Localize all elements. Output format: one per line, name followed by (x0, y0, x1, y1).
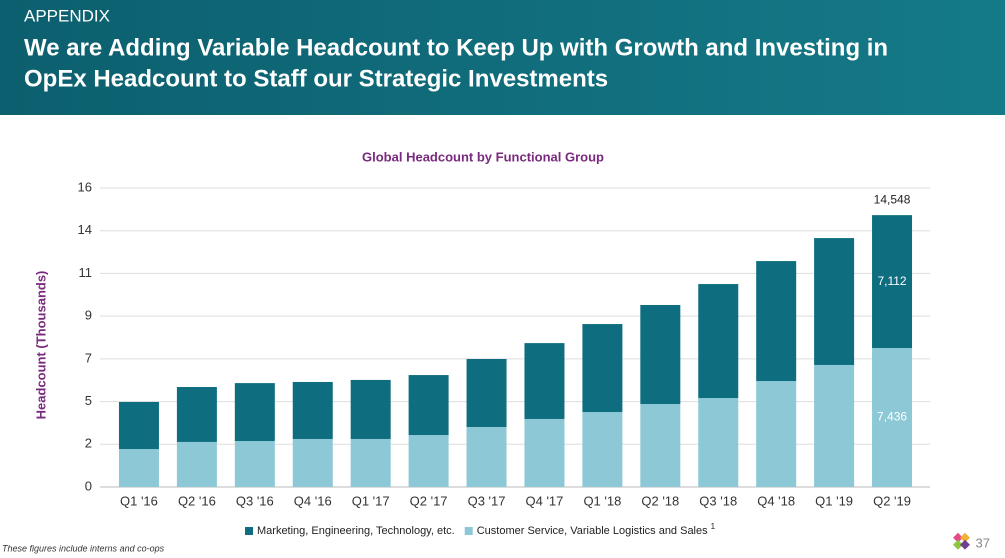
legend-label: Customer Service, Variable Logistics and… (477, 525, 708, 537)
x-tick-label: Q2 '16 (178, 493, 216, 508)
x-tick-label: Q1 '17 (352, 493, 390, 508)
bar-segment (408, 375, 449, 436)
x-tick-label: Q3 '17 (468, 493, 506, 508)
header-band (0, 0, 1005, 115)
y-tick-label: 2 (85, 436, 92, 451)
y-tick-label: 11 (79, 265, 93, 280)
bar-segment (640, 304, 681, 405)
legend-footnote-marker: 1 (711, 522, 716, 531)
bar-segment (466, 358, 507, 428)
bar-segment (350, 379, 391, 439)
bar-segment (756, 381, 797, 487)
bar-segment (234, 383, 275, 442)
bar-segment (582, 324, 623, 413)
bar-segment (292, 381, 333, 439)
bar-segment (234, 441, 275, 487)
bar-segment (408, 435, 449, 487)
x-tick-label: Q3 '18 (699, 493, 737, 508)
chart-title: Global Headcount by Functional Group (362, 149, 604, 164)
bar-segment (698, 284, 739, 399)
legend-swatch (245, 527, 253, 535)
x-tick-label: Q2 '17 (410, 493, 448, 508)
footnote: These figures include interns and co-ops (2, 543, 165, 553)
bar-segment (640, 404, 681, 487)
y-tick-label: 7 (85, 350, 92, 365)
bar-segment (872, 348, 913, 487)
total-label: 14,548 (874, 192, 911, 206)
bar-segment (872, 215, 913, 349)
bar-segment (814, 364, 855, 487)
y-tick-label: 9 (85, 308, 92, 323)
x-tick-label: Q1 '19 (815, 493, 853, 508)
value-label: 7,436 (877, 410, 907, 424)
x-tick-label: Q2 '19 (873, 493, 911, 508)
bar-segment (756, 261, 797, 382)
y-axis-label: Headcount (Thousands) (33, 271, 48, 420)
bar-segment (118, 401, 159, 450)
bar-segment (118, 449, 159, 487)
bar-segment (582, 412, 623, 487)
y-tick-label: 16 (78, 179, 92, 194)
x-tick-label: Q4 '16 (294, 493, 332, 508)
slide-title: OpEx Headcount to Staff our Strategic In… (24, 65, 608, 92)
bar-segment (698, 398, 739, 487)
x-tick-label: Q1 '16 (120, 493, 158, 508)
y-tick-label: 14 (78, 222, 92, 237)
slide-title: We are Adding Variable Headcount to Keep… (24, 34, 888, 61)
logo (953, 532, 970, 550)
x-tick-label: Q4 '18 (757, 493, 795, 508)
x-tick-label: Q4 '17 (526, 493, 564, 508)
legend-label: Marketing, Engineering, Technology, etc. (257, 525, 455, 537)
bar-segment (176, 441, 217, 487)
y-tick-label: 5 (85, 393, 92, 408)
y-tick-label: 0 (85, 478, 92, 493)
bar-segment (524, 418, 565, 487)
section-label: APPENDIX (24, 6, 110, 25)
legend-swatch (464, 527, 473, 535)
bar-segment (292, 438, 333, 487)
bar-segment (176, 387, 217, 442)
value-label: 7,112 (877, 274, 906, 288)
bar-segment (814, 238, 855, 365)
bar-segment (350, 438, 391, 487)
bar-segment (524, 343, 565, 419)
x-tick-label: Q3 '16 (236, 493, 274, 508)
page-number: 37 (976, 535, 990, 550)
x-tick-label: Q2 '18 (641, 493, 679, 508)
bar-segment (466, 427, 507, 487)
x-tick-label: Q1 '18 (583, 493, 621, 508)
